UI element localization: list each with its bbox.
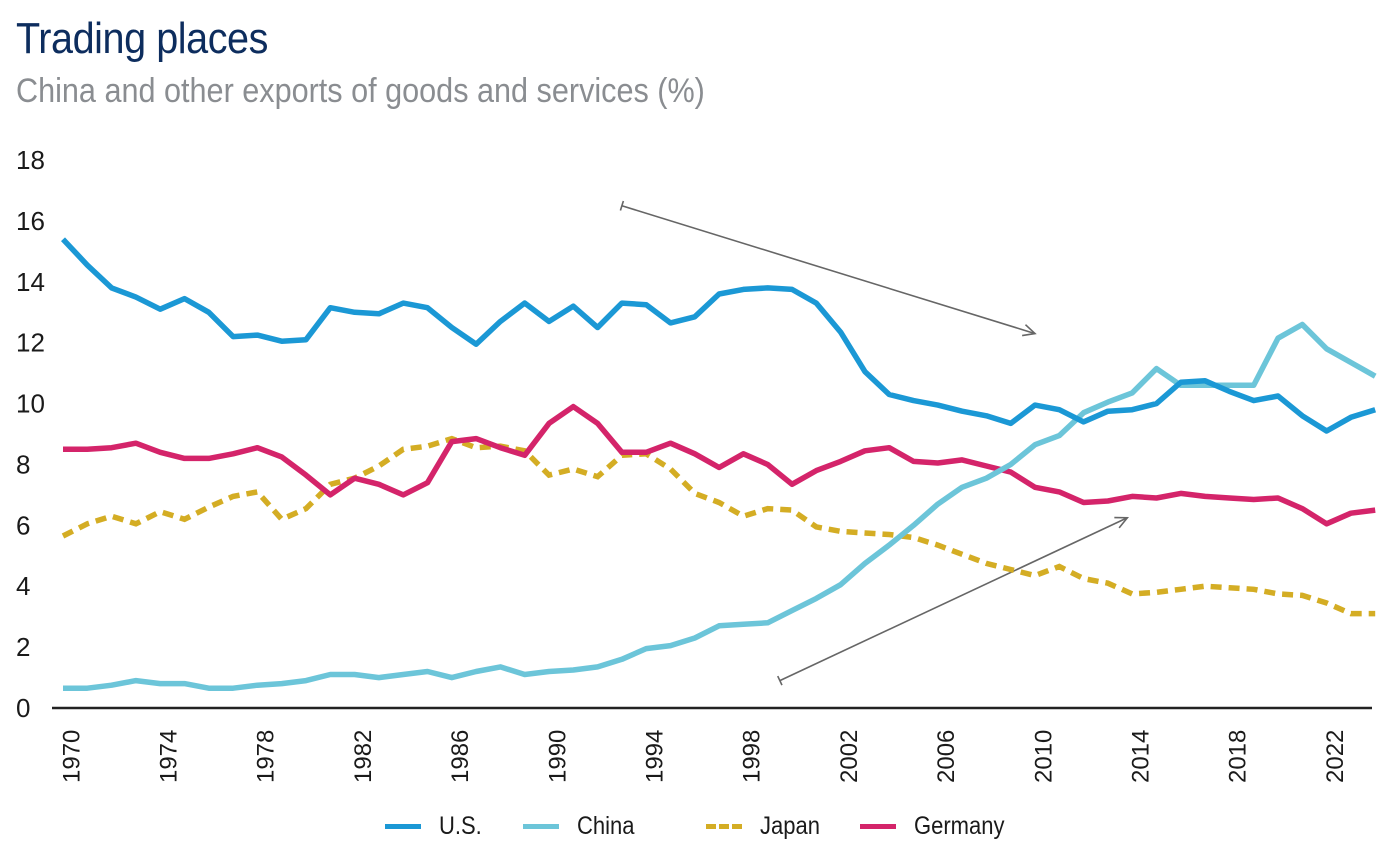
y-tick-label: 16 bbox=[16, 206, 45, 236]
series-line-germany bbox=[63, 403, 1376, 527]
y-tick-label: 2 bbox=[16, 632, 30, 662]
x-tick-label: 2006 bbox=[933, 730, 960, 783]
trend-arrow bbox=[777, 516, 1130, 686]
legend-label: Germany bbox=[914, 811, 1005, 840]
y-tick-label: 18 bbox=[16, 145, 45, 175]
legend-label: Japan bbox=[760, 811, 820, 840]
chart-title: Trading places bbox=[16, 14, 268, 63]
legend-item: Germany bbox=[860, 808, 1017, 844]
y-tick-label: 8 bbox=[16, 449, 30, 479]
x-tick-label: 2014 bbox=[1128, 730, 1155, 783]
y-tick-label: 6 bbox=[16, 510, 30, 540]
x-tick-label: 1982 bbox=[350, 730, 377, 783]
arrow-tail bbox=[777, 675, 783, 686]
y-tick-label: 14 bbox=[16, 267, 45, 297]
legend: U.S. China Japan Germany bbox=[0, 808, 1400, 848]
arrow-tail bbox=[619, 200, 625, 211]
x-tick-label: 2002 bbox=[836, 730, 863, 783]
legend-label: China bbox=[577, 811, 635, 840]
y-axis: 0 2 4 6 8 10 12 14 16 18 bbox=[16, 145, 1372, 723]
arrow-head bbox=[1022, 324, 1037, 337]
x-tick-label: 2018 bbox=[1225, 730, 1252, 783]
arrow-head bbox=[1114, 516, 1130, 529]
x-tick-label: 2010 bbox=[1030, 730, 1057, 783]
x-tick-label: 1986 bbox=[447, 730, 474, 783]
y-tick-label: 10 bbox=[16, 389, 45, 419]
legend-item: U.S. bbox=[385, 808, 488, 844]
y-tick-label: 12 bbox=[16, 328, 45, 358]
x-tick-label: 1998 bbox=[739, 730, 766, 783]
x-tick-label: 1990 bbox=[544, 730, 571, 783]
legend-swatch bbox=[860, 823, 896, 829]
x-tick-label: 1994 bbox=[642, 730, 669, 783]
y-tick-label: 4 bbox=[16, 571, 30, 601]
x-tick-label: 1974 bbox=[156, 730, 183, 783]
legend-swatch bbox=[706, 823, 742, 829]
chart-subtitle: China and other exports of goods and ser… bbox=[16, 72, 705, 110]
legend-swatch bbox=[523, 823, 559, 829]
legend-label: U.S. bbox=[439, 811, 482, 840]
x-axis: 1970 1974 1978 1982 1986 1990 1994 1998 2002 2006… bbox=[58, 730, 1349, 783]
series-line-us bbox=[60, 237, 1377, 434]
legend-swatch bbox=[385, 823, 421, 829]
annotations bbox=[619, 200, 1130, 686]
series-lines bbox=[60, 237, 1377, 691]
x-tick-label: 1970 bbox=[58, 730, 85, 783]
series-line-china bbox=[63, 321, 1377, 691]
x-tick-label: 2022 bbox=[1322, 730, 1349, 783]
legend-item: China bbox=[523, 808, 642, 844]
series-line-japan bbox=[61, 435, 1376, 617]
x-tick-label: 1978 bbox=[253, 730, 280, 783]
trend-arrow bbox=[619, 200, 1037, 337]
y-tick-label: 0 bbox=[16, 693, 30, 723]
legend-item: Japan bbox=[706, 808, 828, 844]
